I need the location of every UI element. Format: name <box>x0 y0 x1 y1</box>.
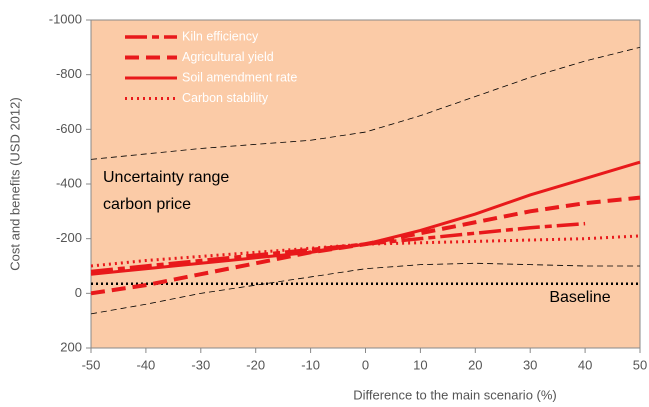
x-tick-label: -20 <box>246 357 265 372</box>
y-tick-label: 0 <box>75 285 82 300</box>
y-axis-title: Cost and benefits (USD 2012) <box>7 97 22 270</box>
y-tick-label: -200 <box>56 230 82 245</box>
x-tick-label: -50 <box>82 357 101 372</box>
baseline-label: Baseline <box>549 289 610 306</box>
legend-label: Carbon stability <box>182 91 269 105</box>
series-line <box>90 234 641 268</box>
uncertainty-label: carbon price <box>103 196 191 213</box>
x-tick-label: -10 <box>301 357 320 372</box>
series-line <box>90 160 641 276</box>
x-axis-title: Difference to the main scenario (%) <box>353 387 557 402</box>
x-tick-label: -40 <box>137 357 156 372</box>
y-tick-label: 200 <box>60 339 82 354</box>
y-tick-label: -600 <box>56 121 82 136</box>
y-tick-label: -800 <box>56 66 82 81</box>
y-tick-label: -400 <box>56 175 82 190</box>
x-tick-label: 50 <box>633 357 647 372</box>
uncertainty-line <box>90 262 640 315</box>
x-tick-label: 30 <box>523 357 537 372</box>
x-tick-label: 20 <box>468 357 482 372</box>
x-tick-label: 40 <box>578 357 592 372</box>
uncertainty-label: Uncertainty range <box>103 169 229 186</box>
legend-label: Agricultural yield <box>182 50 274 64</box>
x-tick-label: 0 <box>362 357 369 372</box>
legend-label: Soil amendment rate <box>182 70 297 84</box>
y-tick-label: -1000 <box>49 11 82 26</box>
legend-label: Kiln efficiency <box>182 29 259 43</box>
plot-area <box>90 19 641 349</box>
uncertainty-line <box>90 46 641 160</box>
x-tick-label: -30 <box>191 357 210 372</box>
x-tick-label: 10 <box>413 357 427 372</box>
